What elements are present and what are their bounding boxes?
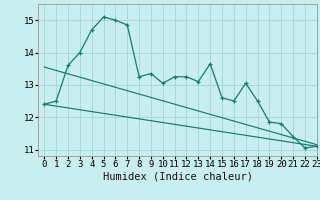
X-axis label: Humidex (Indice chaleur): Humidex (Indice chaleur) bbox=[103, 172, 252, 182]
